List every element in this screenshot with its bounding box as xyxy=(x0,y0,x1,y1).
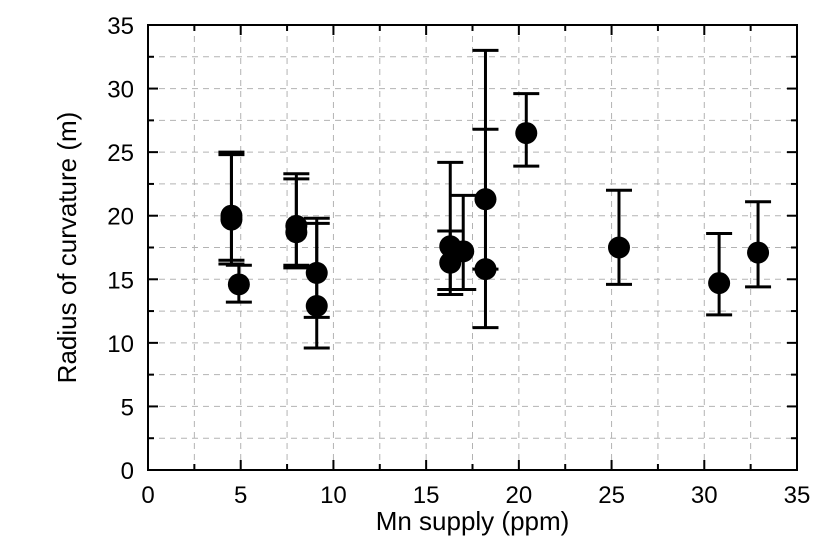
data-point xyxy=(607,236,630,259)
x-tick-label: 10 xyxy=(320,482,347,509)
y-tick-label: 30 xyxy=(107,77,134,104)
x-tick-label: 20 xyxy=(506,482,533,509)
y-tick-label: 25 xyxy=(107,140,134,167)
x-tick-label: 5 xyxy=(234,482,247,509)
y-tick-label: 10 xyxy=(107,331,134,358)
x-tick-label: 35 xyxy=(784,482,811,509)
data-point xyxy=(474,188,497,211)
data-point xyxy=(305,261,328,284)
x-tick-label: 15 xyxy=(413,482,440,509)
error-bar xyxy=(303,221,330,350)
x-tick-label: 25 xyxy=(598,482,625,509)
x-tick-labels: 0 5 10 15 20 25 30 35 xyxy=(141,482,810,509)
y-tick-labels: 0 5 10 15 20 25 30 35 xyxy=(107,13,134,485)
data-point xyxy=(220,208,243,231)
y-tick-label: 15 xyxy=(107,267,134,294)
y-axis-title: Radius of curvature (m) xyxy=(52,112,82,384)
data-point xyxy=(515,122,538,145)
data-point xyxy=(708,272,731,295)
data-point xyxy=(747,241,770,264)
data-point xyxy=(227,273,250,296)
y-tick-label: 5 xyxy=(121,394,134,421)
y-tick-label: 20 xyxy=(107,204,134,231)
data-point xyxy=(305,294,328,317)
x-tick-label: 30 xyxy=(691,482,718,509)
y-tick-label: 35 xyxy=(107,13,134,40)
data-point xyxy=(452,240,475,263)
x-axis-title: Mn supply (ppm) xyxy=(376,506,570,536)
y-tick-label: 0 xyxy=(121,458,134,485)
x-tick-label: 0 xyxy=(141,482,154,509)
data-point xyxy=(285,221,308,244)
data-point xyxy=(474,258,497,281)
plot-frame xyxy=(147,24,798,471)
data-points xyxy=(220,122,770,317)
